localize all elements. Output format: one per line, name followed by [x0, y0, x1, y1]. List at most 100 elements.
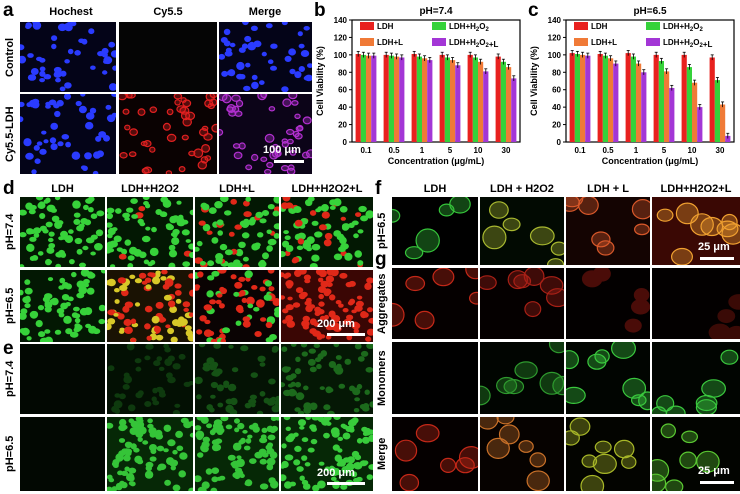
cell	[59, 86, 66, 92]
cell	[172, 449, 178, 455]
x-tick-label: 5	[448, 146, 453, 155]
bar	[697, 107, 703, 142]
cell	[227, 383, 237, 392]
cell	[242, 320, 251, 328]
cell	[163, 448, 169, 453]
cell	[334, 454, 342, 462]
cell	[206, 230, 213, 235]
cell	[365, 336, 372, 342]
panel-d-l-ph65-image	[195, 270, 279, 342]
cell	[340, 243, 349, 250]
cell	[107, 318, 116, 325]
cell	[101, 47, 109, 55]
cell	[236, 458, 245, 468]
cell	[54, 197, 61, 201]
cell	[178, 165, 186, 173]
cell	[122, 108, 130, 115]
cell	[71, 151, 81, 160]
cell	[230, 461, 236, 467]
cell	[195, 425, 202, 431]
cell	[518, 440, 534, 453]
cell	[356, 438, 363, 444]
cell	[116, 247, 123, 252]
cell	[333, 417, 341, 420]
cell	[223, 28, 231, 36]
cell	[108, 41, 116, 48]
cell	[71, 271, 77, 278]
cell	[35, 320, 43, 328]
cell	[260, 317, 267, 322]
cell	[56, 308, 65, 314]
cell	[232, 442, 242, 451]
cells	[652, 423, 720, 491]
cell	[165, 324, 171, 329]
cell	[220, 197, 229, 203]
bar	[472, 57, 478, 142]
cell	[365, 367, 373, 373]
cell	[266, 245, 273, 252]
cell	[343, 318, 352, 325]
cell	[135, 366, 142, 372]
cell	[296, 245, 304, 251]
cell	[25, 202, 33, 210]
cell	[39, 213, 46, 219]
bar	[725, 135, 731, 142]
cell	[127, 255, 135, 261]
cell	[341, 466, 351, 474]
cell	[90, 65, 96, 70]
y-tick-label: 80	[338, 68, 347, 77]
cell	[274, 310, 279, 318]
cell	[199, 261, 206, 266]
panel-a-hoechst-ldh-image	[20, 94, 116, 174]
cell	[126, 207, 134, 213]
cell	[138, 272, 147, 279]
cell	[281, 443, 287, 449]
cell	[219, 53, 226, 60]
cell	[198, 220, 206, 226]
cell	[168, 262, 176, 267]
cell	[231, 94, 241, 102]
cell	[323, 417, 332, 421]
cells	[219, 94, 312, 174]
panel-d-h2o2l-ph74-image	[281, 197, 373, 267]
cell	[309, 402, 318, 411]
cell	[242, 429, 248, 434]
cell	[72, 200, 81, 209]
cell	[236, 73, 244, 80]
cells	[107, 417, 193, 491]
cells	[20, 270, 105, 342]
x-tick-label: 10	[474, 146, 483, 155]
bar	[658, 61, 664, 142]
cell	[264, 168, 272, 174]
cell	[90, 234, 98, 240]
cell	[415, 228, 440, 253]
cell	[228, 344, 234, 349]
panel-a-hoechst-control-image	[20, 22, 116, 92]
cell	[136, 459, 144, 465]
cell	[281, 366, 291, 373]
cell	[281, 382, 286, 388]
cell	[581, 270, 603, 288]
panel-a-scale-bar	[274, 160, 304, 163]
cell	[195, 376, 203, 385]
cell	[247, 434, 253, 439]
cell	[310, 438, 318, 445]
cell	[149, 247, 159, 257]
panel-a-cy55-ldh-image	[119, 94, 217, 174]
cell	[270, 65, 277, 71]
panel-f-scale-bar	[700, 257, 734, 260]
cell	[216, 219, 224, 226]
cell	[631, 394, 647, 407]
cell	[88, 325, 97, 334]
cell	[220, 417, 229, 422]
cell	[249, 394, 257, 400]
bar	[669, 88, 675, 142]
cell	[129, 427, 138, 435]
cell	[295, 392, 305, 401]
y-tick-label: 100	[334, 51, 348, 60]
cell	[215, 299, 222, 305]
cells	[281, 197, 373, 267]
cell	[502, 217, 521, 232]
cell	[337, 448, 343, 453]
cell	[20, 289, 24, 296]
